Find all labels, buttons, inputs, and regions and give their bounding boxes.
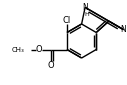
Text: H: H — [85, 12, 90, 17]
Text: Cl: Cl — [63, 16, 71, 25]
Text: O: O — [48, 61, 54, 70]
Text: O: O — [36, 45, 42, 54]
Text: CH₃: CH₃ — [11, 46, 24, 53]
Text: N: N — [82, 3, 88, 12]
Text: N: N — [121, 25, 126, 34]
